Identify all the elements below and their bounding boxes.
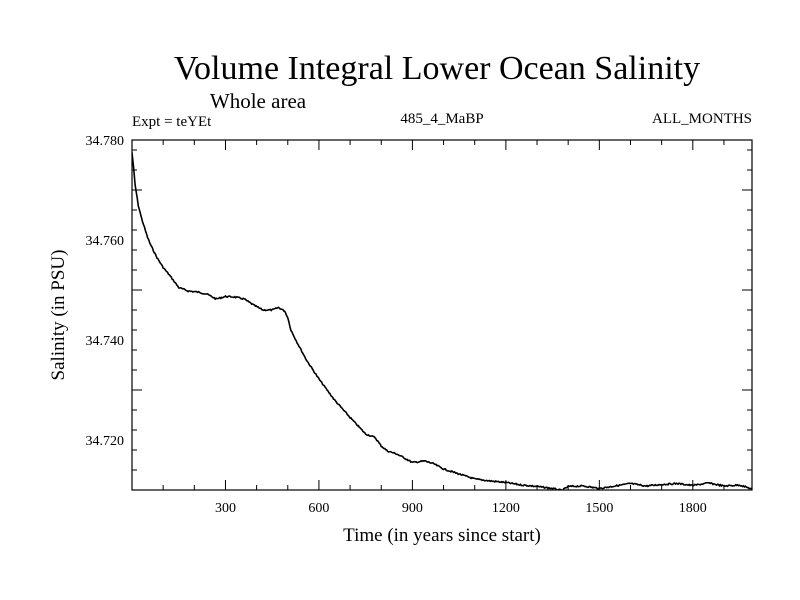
- y-tick-label: 34.720: [86, 434, 125, 449]
- y-tick-label: 34.760: [86, 234, 125, 249]
- chart-subtitle: Whole area: [210, 89, 307, 113]
- x-tick-label: 1200: [492, 501, 520, 516]
- x-axis-label: Time (in years since start): [343, 525, 541, 546]
- x-tick-label: 900: [402, 501, 423, 516]
- x-tick-label: 1800: [679, 501, 707, 516]
- run-label: 485_4_MaBP: [400, 111, 483, 127]
- experiment-label: Expt = teYEt: [132, 114, 212, 130]
- plot-frame: [131, 139, 753, 491]
- salinity-series-line: [132, 152, 752, 490]
- x-tick-label: 300: [215, 501, 236, 516]
- x-tick-label: 600: [308, 501, 329, 516]
- months-label: ALL_MONTHS: [652, 111, 752, 127]
- y-tick-label: 34.780: [86, 134, 125, 149]
- x-tick-label: 1500: [585, 501, 613, 516]
- chart-title: Volume Integral Lower Ocean Salinity: [174, 50, 700, 87]
- y-axis-label: Salinity (in PSU): [48, 250, 69, 381]
- x-tick-labels: 300 600 900 1200 1500 1800: [215, 501, 707, 516]
- y-tick-label: 34.740: [86, 334, 125, 349]
- axis-ticks: [132, 140, 752, 490]
- y-tick-labels: 34.720 34.740 34.760 34.780: [86, 134, 125, 449]
